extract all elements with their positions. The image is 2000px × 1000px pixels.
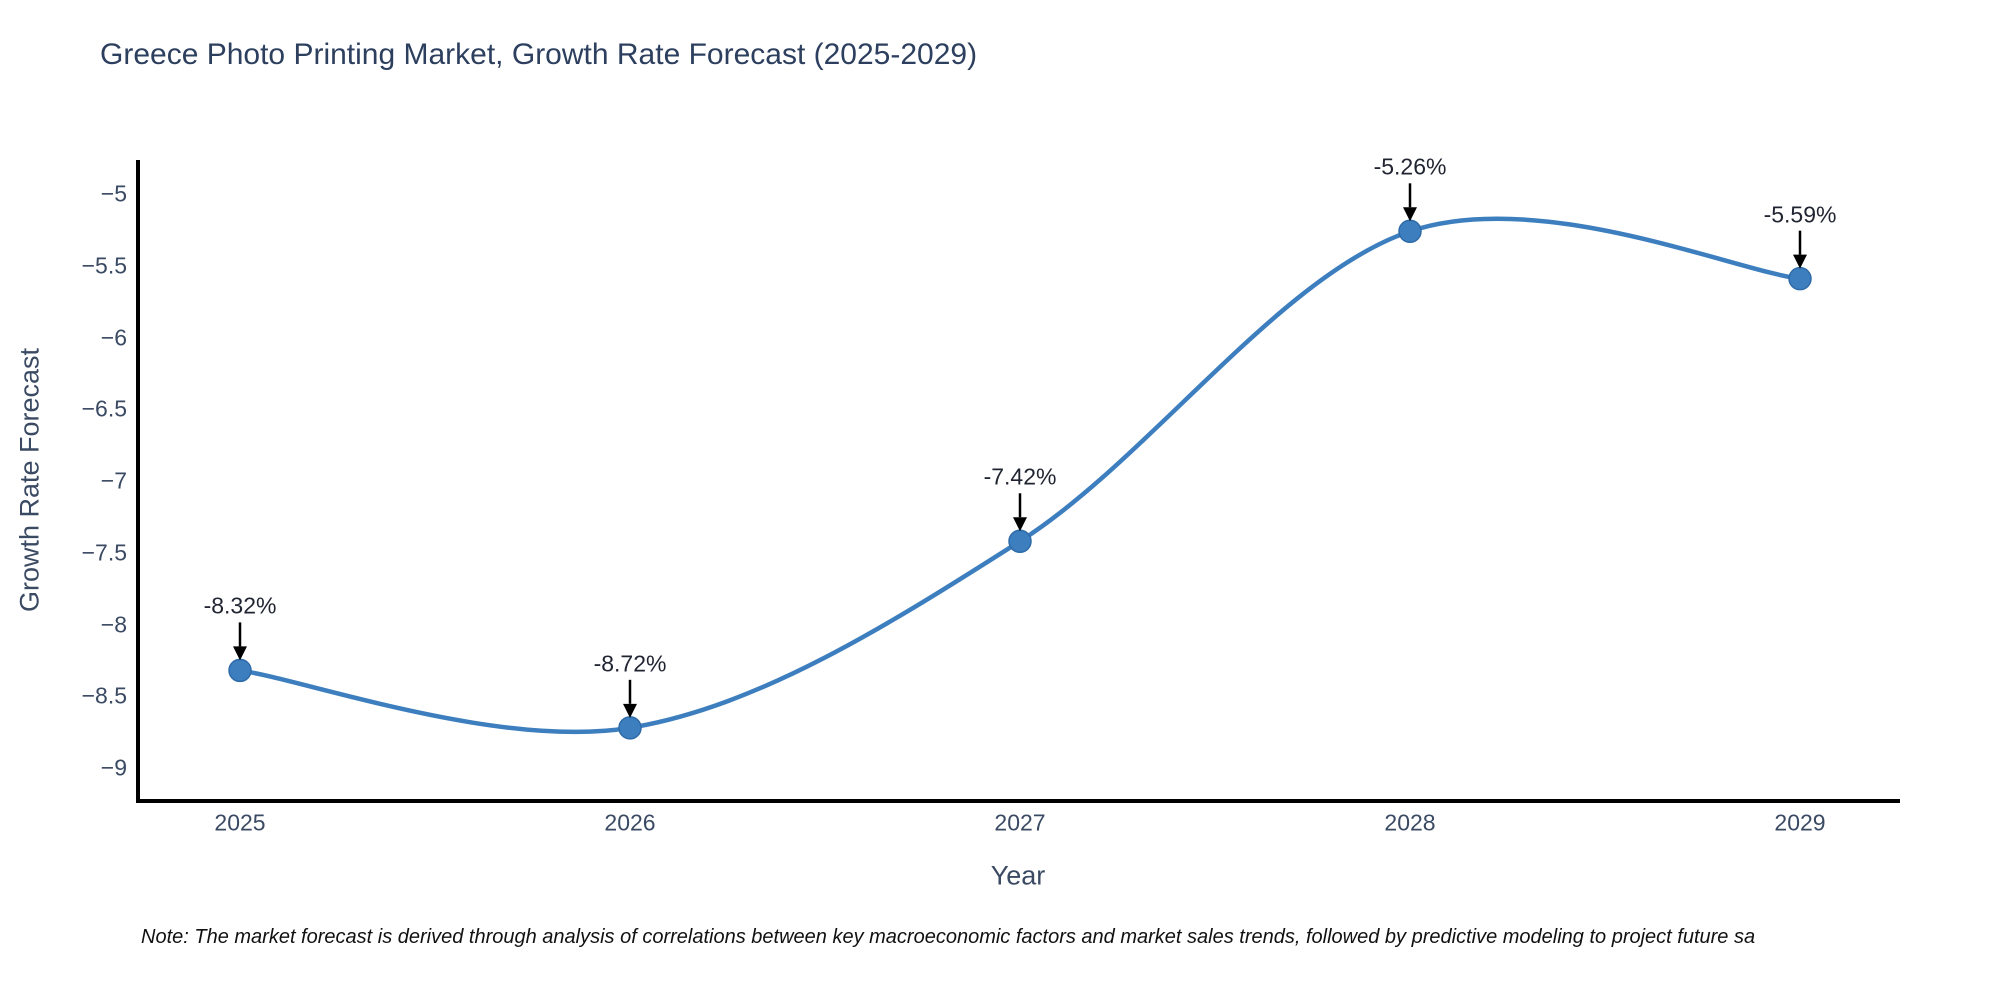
point-value-label: -5.59%: [1763, 201, 1837, 228]
x-axis-title: Year: [990, 860, 1046, 891]
data-point-marker: [1008, 529, 1032, 554]
x-tick-label: 2029: [1774, 809, 1826, 836]
point-value-label: -8.32%: [203, 592, 277, 619]
chart-title: Greece Photo Printing Market, Growth Rat…: [100, 38, 978, 71]
footnote: Note: The market forecast is derived thr…: [141, 926, 1756, 948]
annotation-arrowhead-icon: [233, 646, 247, 661]
x-tick-label: 2025: [214, 809, 266, 836]
data-point-marker: [618, 716, 642, 740]
y-tick-label: −7.5: [81, 539, 127, 566]
y-tick-label: −6: [100, 324, 127, 350]
y-tick-label: −7: [100, 467, 127, 494]
annotation-arrowhead-icon: [1403, 207, 1417, 222]
y-tick-label: −8: [100, 611, 127, 637]
point-value-label: -5.26%: [1373, 153, 1447, 180]
y-tick-label: −5.5: [81, 252, 127, 279]
x-tick-label: 2028: [1384, 809, 1436, 836]
annotation-arrowhead-icon: [1793, 254, 1807, 269]
x-tick-label: 2026: [604, 809, 656, 836]
data-point-marker: [1788, 266, 1812, 291]
data-point-marker: [228, 658, 252, 683]
y-tick-label: −5: [100, 180, 127, 207]
annotation-arrowhead-icon: [1013, 517, 1027, 532]
y-tick-label: −8.5: [81, 682, 127, 709]
data-point-marker: [1398, 219, 1422, 244]
y-tick-label: −9: [100, 754, 127, 781]
y-tick-label: −6.5: [81, 395, 127, 422]
point-value-label: -7.42%: [983, 463, 1057, 490]
x-tick-label: 2027: [994, 809, 1046, 836]
point-value-label: -8.72%: [593, 650, 667, 677]
annotation-arrowhead-icon: [623, 703, 637, 718]
